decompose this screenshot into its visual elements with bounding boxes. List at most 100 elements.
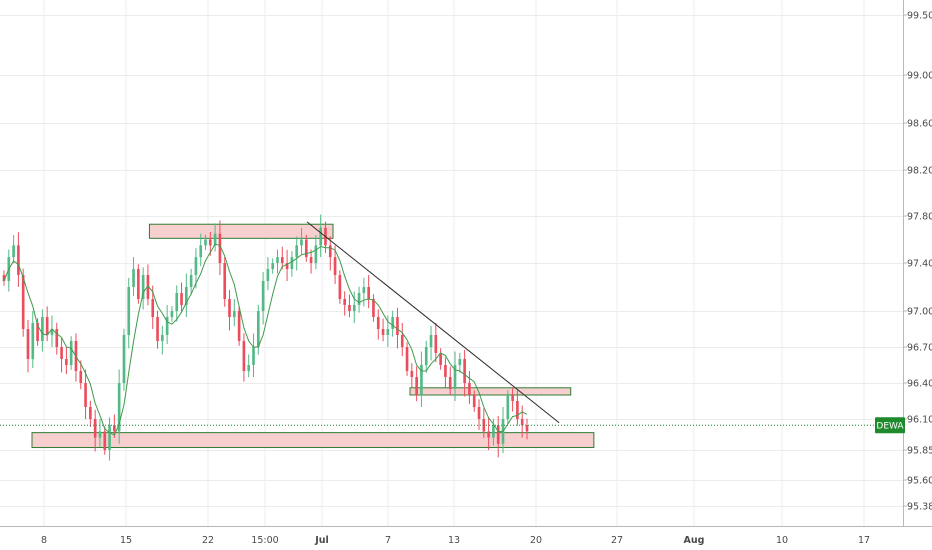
candle-body [396, 317, 399, 335]
candle-body [487, 431, 490, 438]
candle-body [213, 233, 217, 246]
candle-body [84, 383, 87, 407]
candle-body [304, 239, 308, 258]
candle-body [151, 299, 155, 317]
candle-body [424, 347, 428, 365]
candle-body [223, 263, 227, 299]
candle-body [506, 395, 510, 419]
candle-body [89, 407, 92, 419]
trendline [306, 221, 560, 424]
candle-body [405, 347, 409, 371]
candle-body [103, 431, 107, 450]
candle-body [348, 305, 351, 311]
x-tick-label: 20 [530, 535, 542, 546]
candle-body [194, 257, 198, 275]
x-tick-label: Jul [314, 535, 329, 546]
y-tick-label: 99.00 [907, 71, 932, 82]
symbol-badge [875, 417, 905, 434]
candle-body [520, 419, 524, 426]
candle-body [161, 335, 164, 341]
candle-body [276, 257, 279, 263]
candle-body [175, 293, 179, 311]
y-tick-label: 98.60 [907, 119, 932, 130]
candle-body [516, 401, 519, 419]
candle-body [333, 257, 337, 275]
y-tick-label: 95.60 [907, 476, 932, 487]
candle-body [415, 377, 418, 395]
candle-body [496, 425, 500, 444]
candle-body [65, 359, 68, 365]
candle-body [381, 329, 385, 335]
candle-body [36, 323, 39, 341]
candle-body [429, 335, 433, 347]
candle-body [21, 275, 25, 329]
candle-body [290, 257, 294, 269]
candle-body [17, 245, 20, 275]
candle-body [137, 269, 140, 299]
y-tick-label: 96.70 [907, 343, 932, 354]
y-tick-label: 96.40 [907, 379, 932, 390]
candle-body [295, 245, 299, 258]
symbol-badge-label: DEWA [876, 422, 904, 432]
candle-body [372, 299, 375, 317]
candle-body [453, 365, 457, 389]
candle-body [50, 329, 54, 335]
candle-body [400, 335, 404, 347]
candle-body [170, 311, 174, 317]
candle-body [458, 359, 462, 365]
candle-body [156, 317, 159, 341]
candle-body [256, 311, 260, 347]
candle-body [434, 335, 438, 353]
candle-body [444, 365, 447, 377]
candle-body [79, 371, 83, 383]
candle-body [237, 311, 241, 341]
x-tick-label: 27 [611, 535, 623, 546]
candle-body [31, 323, 35, 359]
y-tick-label: 97.00 [907, 307, 932, 318]
candle-body [280, 257, 284, 263]
y-tick-label: 98.20 [907, 166, 932, 177]
candle-body [247, 365, 251, 371]
candle-body [420, 365, 423, 395]
candle-body [108, 425, 111, 450]
candle-body [439, 353, 442, 365]
candle-body [376, 317, 380, 329]
candle-body [511, 395, 514, 401]
candle-body [367, 287, 370, 299]
candle-body [309, 257, 313, 263]
candle-body [285, 263, 289, 269]
candle-body [127, 287, 131, 335]
candle-body [12, 245, 15, 258]
candle-body [2, 275, 6, 281]
candle-body [55, 329, 59, 347]
y-tick-label: 96.10 [907, 415, 932, 426]
candle-body [232, 311, 236, 317]
candle-body [448, 377, 452, 389]
x-tick-label: 15:00 [251, 535, 278, 546]
candle-body [386, 329, 390, 335]
candle-body [410, 371, 414, 377]
y-tick-label: 95.38 [907, 502, 932, 513]
candle-body [189, 275, 193, 287]
candle-body [261, 281, 265, 311]
candle-body [472, 395, 476, 407]
support-zone [31, 432, 595, 449]
candle-body [338, 275, 342, 299]
y-tick-label: 95.85 [907, 446, 932, 457]
candle-body [525, 425, 529, 432]
candle-body [93, 419, 97, 438]
x-tick-label: Aug [684, 535, 705, 546]
candle-body [209, 239, 212, 246]
mid-zone [409, 387, 572, 396]
candle-body [328, 245, 332, 258]
candle-body [352, 305, 356, 311]
x-tick-label: 17 [858, 535, 870, 546]
moving-average-line [3, 243, 528, 436]
candle-body [45, 317, 49, 335]
candle-body [218, 233, 222, 263]
x-tick-label: 10 [776, 535, 788, 546]
candle-body [204, 239, 207, 246]
